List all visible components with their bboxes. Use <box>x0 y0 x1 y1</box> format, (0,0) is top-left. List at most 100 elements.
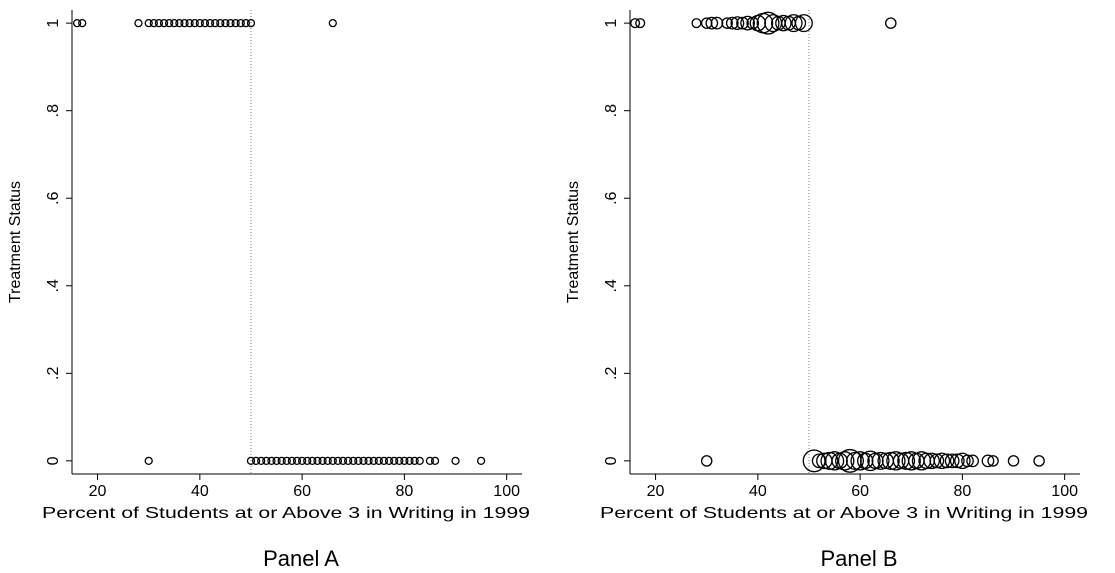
y-axis-label: Treatment Status <box>565 181 582 303</box>
data-point <box>241 18 251 28</box>
data-point <box>415 456 424 466</box>
data-point <box>221 18 230 28</box>
data-point <box>287 456 297 466</box>
data-point <box>691 18 702 29</box>
data-point <box>170 18 179 28</box>
y-tick-label: .4 <box>45 279 62 292</box>
x-tick-label: 100 <box>493 483 520 500</box>
y-axis-label: Treatment Status <box>7 181 24 303</box>
data-point <box>850 451 870 471</box>
data-point <box>1007 455 1020 467</box>
x-axis-label: Percent of Students at or Above 3 in Wri… <box>600 505 1088 522</box>
data-point <box>1033 455 1045 467</box>
data-point <box>867 452 884 470</box>
data-point <box>364 456 373 466</box>
data-point <box>856 452 874 470</box>
x-tick-label: 40 <box>749 483 767 500</box>
data-point <box>205 18 215 28</box>
data-point <box>746 16 760 30</box>
data-point <box>901 451 921 471</box>
data-point <box>308 456 317 466</box>
x-tick-label: 80 <box>395 483 413 500</box>
data-point <box>195 18 204 28</box>
data-point <box>226 18 235 28</box>
data-point <box>860 450 881 472</box>
data-point <box>923 452 940 470</box>
data-point <box>791 15 807 31</box>
data-point <box>395 456 404 466</box>
data-point <box>200 18 210 28</box>
data-point <box>154 18 164 28</box>
y-tick-label: .2 <box>603 367 620 380</box>
panel-label: Panel B <box>820 546 897 571</box>
y-tick-label: 0 <box>603 456 620 465</box>
data-point <box>725 16 739 30</box>
y-tick-label: .6 <box>603 191 620 204</box>
data-point <box>246 456 256 466</box>
data-point <box>949 453 965 469</box>
data-point <box>425 456 435 466</box>
y-tick-label: 1 <box>603 19 620 28</box>
data-point <box>430 456 440 466</box>
data-point <box>400 456 409 466</box>
data-point <box>303 456 312 466</box>
data-point <box>981 454 995 468</box>
panel-label: Panel A <box>263 546 339 571</box>
panel-a-plot: 0 .2 .4 .6 .8 1 20 40 60 80 100 Treatment Status Per… <box>7 10 530 571</box>
data-point <box>292 456 302 466</box>
data-point <box>267 456 276 466</box>
data-point <box>349 456 358 466</box>
panel-b-plot: 0 .2 .4 .6 .8 1 20 40 60 80 100 Treatment Status Per… <box>565 10 1088 571</box>
data-point <box>374 456 383 466</box>
data-point <box>831 452 848 470</box>
data-point <box>72 18 82 28</box>
y-tick-label: .4 <box>603 279 620 292</box>
data-point <box>333 456 343 466</box>
data-point <box>630 18 641 29</box>
data-point <box>820 451 839 470</box>
y-tick-label: .6 <box>45 191 62 204</box>
data-point <box>185 18 194 28</box>
data-point <box>405 456 414 466</box>
data-point <box>343 456 353 466</box>
data-point <box>756 11 780 35</box>
y-tick-label: .8 <box>45 104 62 117</box>
data-point <box>987 455 999 467</box>
data-point <box>476 456 486 466</box>
data-point <box>78 18 87 28</box>
data-point <box>379 456 389 466</box>
data-point <box>933 452 951 470</box>
data-point <box>775 14 792 32</box>
y-tick-label: .8 <box>603 104 620 117</box>
y-tick-label: 1 <box>45 19 62 28</box>
data-point <box>770 15 786 31</box>
data-point <box>190 18 199 28</box>
data-point <box>313 456 322 466</box>
data-point <box>216 18 225 28</box>
x-tick-label: 60 <box>851 483 869 500</box>
data-point <box>966 454 979 468</box>
data-point <box>705 16 719 30</box>
x-tick-label: 100 <box>1051 483 1078 500</box>
data-point <box>328 18 337 28</box>
data-point <box>338 456 348 466</box>
data-point <box>384 456 394 466</box>
data-point <box>328 456 337 466</box>
data-point <box>231 18 240 28</box>
x-tick-label: 40 <box>191 483 209 500</box>
data-point <box>175 18 184 28</box>
data-point <box>740 15 756 31</box>
data-point <box>635 18 646 29</box>
data-point <box>752 12 774 34</box>
data-point <box>246 18 256 28</box>
data-point <box>730 16 745 31</box>
data-point <box>721 17 733 29</box>
x-tick-label: 20 <box>89 483 107 500</box>
data-point <box>236 18 245 28</box>
data-point <box>282 456 291 466</box>
data-point <box>794 14 813 33</box>
data-point <box>159 18 169 28</box>
data-point <box>144 18 153 28</box>
data-point <box>736 16 749 30</box>
